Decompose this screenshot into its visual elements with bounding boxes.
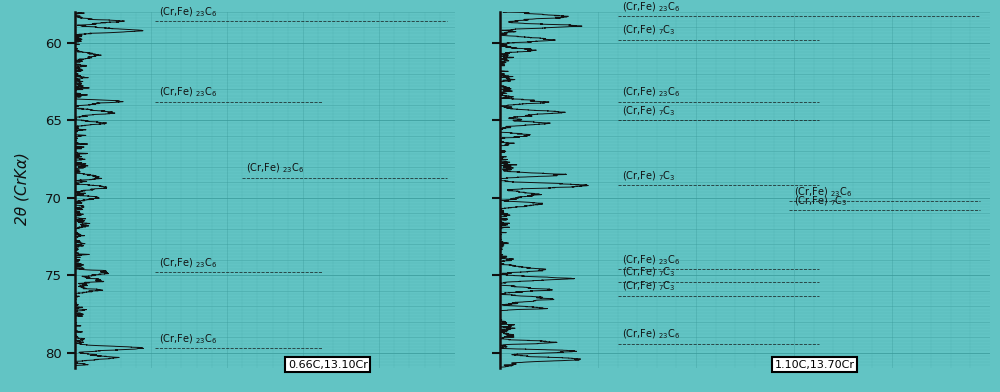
- Text: (Cr,Fe) $_{23}$C$_6$: (Cr,Fe) $_{23}$C$_6$: [622, 0, 681, 14]
- Text: (Cr,Fe) $_{7}$C$_3$: (Cr,Fe) $_{7}$C$_3$: [622, 24, 676, 37]
- Text: (Cr,Fe) $_{23}$C$_6$: (Cr,Fe) $_{23}$C$_6$: [159, 86, 217, 100]
- Text: 2θ (CrKα): 2θ (CrKα): [14, 152, 30, 225]
- Text: (Cr,Fe) $_{23}$C$_6$: (Cr,Fe) $_{23}$C$_6$: [794, 185, 852, 199]
- Text: (Cr,Fe) $_{7}$C$_3$: (Cr,Fe) $_{7}$C$_3$: [622, 170, 676, 183]
- Text: (Cr,Fe) $_{7}$C$_3$: (Cr,Fe) $_{7}$C$_3$: [794, 194, 848, 208]
- Text: (Cr,Fe) $_{23}$C$_6$: (Cr,Fe) $_{23}$C$_6$: [246, 162, 304, 175]
- Text: (Cr,Fe) $_{7}$C$_3$: (Cr,Fe) $_{7}$C$_3$: [622, 104, 676, 118]
- Text: (Cr,Fe) $_{7}$C$_3$: (Cr,Fe) $_{7}$C$_3$: [622, 266, 676, 279]
- Text: (Cr,Fe) $_{23}$C$_6$: (Cr,Fe) $_{23}$C$_6$: [622, 328, 681, 341]
- Text: (Cr,Fe) $_{23}$C$_6$: (Cr,Fe) $_{23}$C$_6$: [159, 332, 217, 346]
- Text: (Cr,Fe) $_{23}$C$_6$: (Cr,Fe) $_{23}$C$_6$: [622, 253, 681, 267]
- Text: 1.10C,13.70Cr: 1.10C,13.70Cr: [774, 359, 854, 370]
- Text: 0.66C,13.10Cr: 0.66C,13.10Cr: [288, 359, 368, 370]
- Text: (Cr,Fe) $_{7}$C$_3$: (Cr,Fe) $_{7}$C$_3$: [622, 279, 676, 293]
- Text: (Cr,Fe) $_{23}$C$_6$: (Cr,Fe) $_{23}$C$_6$: [159, 256, 217, 270]
- Text: (Cr,Fe) $_{23}$C$_6$: (Cr,Fe) $_{23}$C$_6$: [159, 5, 217, 19]
- Text: (Cr,Fe) $_{23}$C$_6$: (Cr,Fe) $_{23}$C$_6$: [622, 86, 681, 100]
